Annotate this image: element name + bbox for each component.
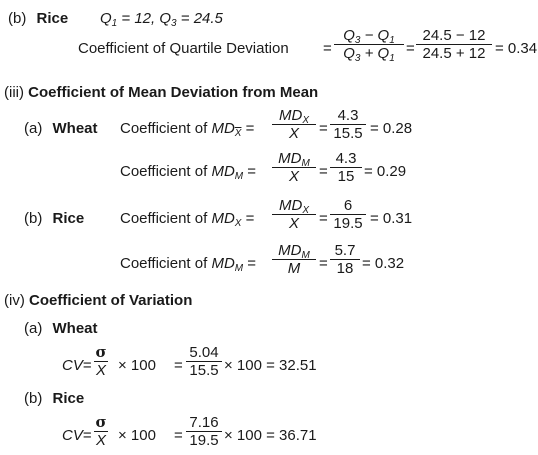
- wheat-md-line2-label: Coefficient of MDM =: [120, 163, 257, 182]
- coeff-text: Coefficient of: [120, 163, 208, 180]
- wheat-md-heading: (a) Wheat: [24, 120, 98, 138]
- times-100: × 100: [118, 427, 156, 444]
- denominator: 19.5: [333, 215, 363, 232]
- label-rice: Rice: [36, 10, 69, 27]
- section-number: (iv): [4, 292, 25, 309]
- coeff-text: Coefficient of: [120, 210, 208, 227]
- equals-sign: =: [174, 357, 183, 374]
- section-iii-heading: (iii) Coefficient of Mean Deviation from…: [4, 84, 318, 102]
- quartile-result: = 0.34: [495, 40, 538, 57]
- label-b: (b): [24, 390, 43, 407]
- rice-quartile-given: Q1 = 12, Q3 = 24.5: [100, 10, 223, 29]
- wheat-md-result-2: = 0.29: [364, 163, 407, 180]
- numerator: 6: [343, 197, 353, 214]
- denominator: 19.5: [189, 432, 219, 449]
- quartile-symbol-fraction: Q3 − Q1 Q3 + Q1: [334, 27, 404, 64]
- equals-sign: =: [323, 40, 332, 57]
- coeff-text: Coefficient of: [120, 255, 208, 272]
- cv-symbol: CV: [62, 357, 83, 374]
- wheat-cv-result: × 100 = 32.51: [224, 357, 317, 374]
- rice-quartile-heading: (b) Rice: [8, 10, 68, 28]
- wheat-md-value-fraction-2: 4.3 15: [330, 150, 362, 185]
- rice-md-result-1: = 0.31: [370, 210, 413, 227]
- equals-sign: =: [319, 120, 328, 137]
- denominator: 18: [336, 260, 354, 277]
- equals-sign: =: [406, 40, 415, 57]
- section-title: Coefficient of Variation: [29, 292, 193, 309]
- times-100: × 100: [118, 357, 156, 374]
- section-number: (iii): [4, 84, 24, 101]
- wheat-cv-label: CV=: [62, 357, 92, 374]
- wheat-md-symbol-fraction-1: MDX X: [272, 107, 316, 142]
- equals-sign: =: [174, 427, 183, 444]
- label-b: (b): [24, 210, 43, 227]
- numerator: 7.16: [189, 414, 219, 431]
- equals-sign: =: [319, 210, 328, 227]
- denominator: 15.5: [333, 125, 363, 142]
- rice-cv-result: × 100 = 36.71: [224, 427, 317, 444]
- rice-md-symbol-fraction-2: MDM M: [272, 242, 316, 277]
- quartile-value-fraction: 24.5 − 12 24.5 + 12: [416, 27, 492, 62]
- wheat-cv-heading: (a) Wheat: [24, 320, 98, 338]
- section-iv-heading: (iv) Coefficient of Variation: [4, 292, 192, 310]
- numerator: 5.7: [334, 242, 356, 259]
- label-rice: Rice: [52, 210, 85, 227]
- wheat-cv-value-fraction: 5.04 15.5: [186, 344, 222, 379]
- equals-sign: =: [319, 163, 328, 180]
- rice-md-symbol-fraction-1: MDX X: [272, 197, 316, 232]
- label-b: (b): [8, 10, 27, 27]
- section-title: Coefficient of Mean Deviation from Mean: [28, 84, 319, 101]
- rice-cv-label: CV=: [62, 427, 92, 444]
- rice-cv-heading: (b) Rice: [24, 390, 84, 408]
- numerator: 4.3: [335, 150, 357, 167]
- rice-md-line1-label: Coefficient of MDX =: [120, 210, 255, 229]
- denominator: 24.5 + 12: [422, 45, 486, 62]
- label-wheat: Wheat: [52, 320, 98, 337]
- cv-symbol: CV: [62, 427, 83, 444]
- wheat-md-symbol-fraction-2: MDM X: [272, 150, 316, 185]
- quartile-deviation-label: Coefficient of Quartile Deviation: [78, 40, 289, 57]
- denominator: 15: [337, 168, 355, 185]
- label-a: (a): [24, 320, 43, 337]
- rice-md-value-fraction-2: 5.7 18: [330, 242, 360, 277]
- numerator: 4.3: [337, 107, 359, 124]
- sigma-symbol: σ: [95, 343, 107, 361]
- xbar-symbol: X: [95, 432, 106, 449]
- numerator: 5.04: [189, 344, 219, 361]
- coeff-text: Coefficient of: [120, 120, 208, 137]
- label-wheat: Wheat: [52, 120, 98, 137]
- rice-md-result-2: = 0.32: [362, 255, 405, 272]
- equals-sign: =: [319, 255, 328, 272]
- wheat-md-result-1: = 0.28: [370, 120, 413, 137]
- sigma-symbol: σ: [95, 413, 107, 431]
- wheat-md-line1-label: Coefficient of MDX =: [120, 120, 255, 139]
- rice-md-line2-label: Coefficient of MDM =: [120, 255, 257, 274]
- rice-cv-value-fraction: 7.16 19.5: [186, 414, 222, 449]
- label-a: (a): [24, 120, 43, 137]
- numerator: 24.5 − 12: [422, 27, 486, 44]
- xbar-symbol: X: [95, 362, 106, 379]
- wheat-md-value-fraction-1: 4.3 15.5: [330, 107, 366, 142]
- label-rice: Rice: [52, 390, 85, 407]
- rice-md-value-fraction-1: 6 19.5: [330, 197, 366, 232]
- denominator: 15.5: [189, 362, 219, 379]
- rice-md-heading: (b) Rice: [24, 210, 84, 228]
